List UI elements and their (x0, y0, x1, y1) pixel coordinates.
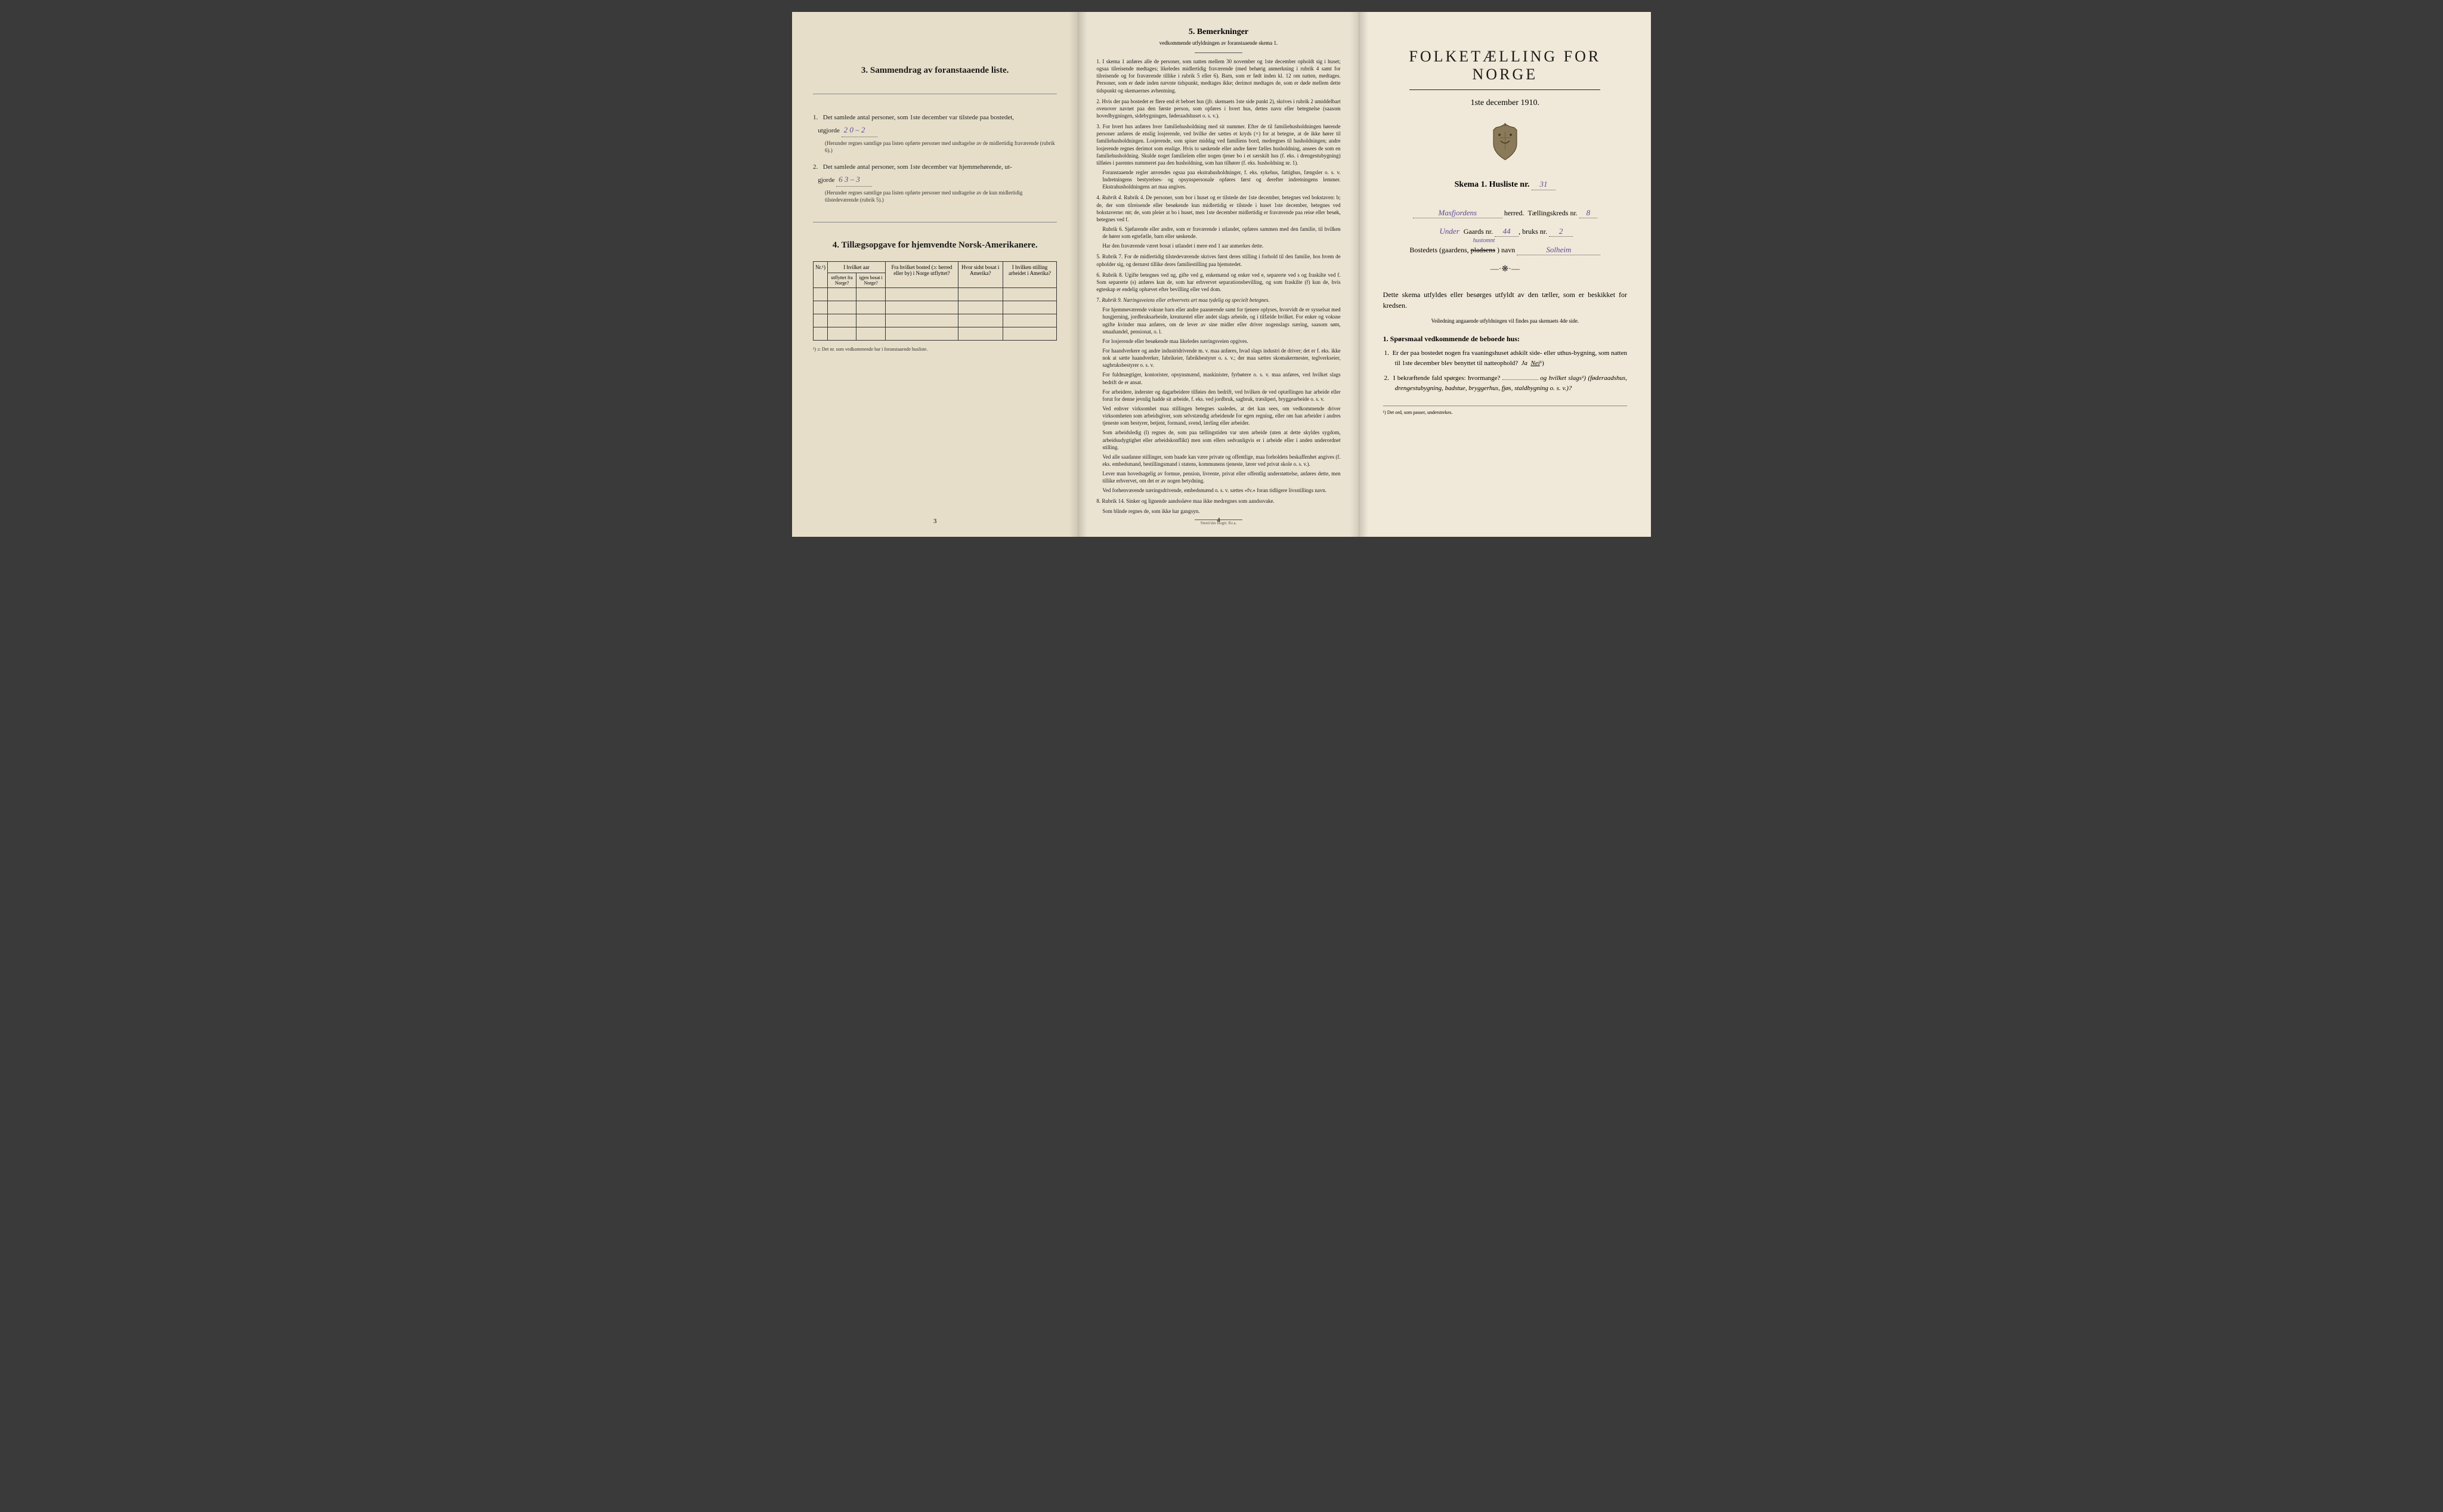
table-row (814, 301, 1057, 314)
skema-line: Skema 1. Husliste nr. 31 (1383, 180, 1627, 190)
rule-1: 1. I skema 1 anføres alle de personer, s… (1096, 58, 1340, 94)
question-2: 2. I bekræftende fald spørges: hvormange… (1383, 373, 1627, 394)
table-row (814, 287, 1057, 301)
kreds-nr: 8 (1584, 208, 1593, 217)
summary-item-2: 2. Det samlede antal personer, som 1ste … (813, 162, 1057, 204)
rule-7: 7. Rubrik 9. Næringsveiens eller erhverv… (1096, 296, 1340, 494)
rule-6: 6. Rubrik 8. Ugifte betegnes ved ug, gif… (1096, 271, 1340, 293)
rule-4: 4. Rubrik 4. Rubrik 4. De personer, som … (1096, 194, 1340, 249)
answer-nei: Nei (1531, 360, 1540, 367)
printer-mark: Steen'ske Bogtr. Kr.a. (1201, 521, 1237, 526)
instruction: Dette skema utfyldes eller besørges utfy… (1383, 289, 1627, 311)
census-document: 3. Sammendrag av foranstaaende liste. 1.… (792, 12, 1651, 537)
panel-page-4: 5. Bemerkninger vedkommende utfyldningen… (1078, 12, 1359, 537)
instruction-small: Veiledning angaaende utfyldningen vil fi… (1383, 318, 1627, 324)
table-subheader: utflyttet fra Norge? (827, 273, 856, 287)
title-rule (1409, 89, 1600, 90)
item-2-note: (Herunder regnes samtlige paa listen opf… (825, 189, 1057, 204)
section-4-heading: 4. Tillægsopgave for hjemvendte Norsk-Am… (813, 240, 1057, 251)
gaards-nr: 44 (1501, 227, 1513, 236)
section-5-subheading: vedkommende utfyldningen av foranstaaend… (1096, 39, 1340, 47)
emigrant-table: Nr.¹) I hvilket aar Fra hvilket bosted (… (813, 261, 1057, 341)
item-1-note: (Herunder regnes samtlige paa listen opf… (825, 140, 1057, 154)
table-header: Hvor sidst bosat i Amerika? (958, 261, 1003, 287)
rule-8: 8. Rubrik 14. Sinker og lignende aandssl… (1096, 497, 1340, 514)
section-5-heading: 5. Bemerkninger (1096, 27, 1340, 38)
national-crest-icon (1489, 123, 1522, 162)
panel-cover: FOLKETÆLLING FOR NORGE 1ste december 191… (1359, 12, 1651, 537)
rule-3: 3. For hvert hus anføres hver familiehus… (1096, 123, 1340, 190)
table-row (814, 314, 1057, 327)
herred-value: Masfjordens (1436, 208, 1480, 217)
table-row (814, 327, 1057, 340)
table-header: Fra hvilket bosted (ɔ: herred eller by) … (886, 261, 958, 287)
table-footnote: ¹) ɔ: Det nr. som vedkommende har i fora… (813, 347, 1057, 352)
bruks-nr: 2 (1557, 227, 1566, 236)
right-footnote: ¹) Det ord, som passer, understrekes. (1383, 406, 1627, 415)
rule-5: 5. Rubrik 7. For de midlertidig tilstede… (1096, 253, 1340, 267)
questions-heading: 1. Spørsmaal vedkommende de beboede hus: (1383, 335, 1627, 344)
table-header: Nr.¹) (814, 261, 828, 287)
page-number: 3 (933, 518, 937, 525)
summary-item-1: 1. Det samlede antal personer, som 1ste … (813, 112, 1057, 154)
table-header: I hvilken stilling arbeidet i Amerika? (1003, 261, 1057, 287)
question-1: 1. Er der paa bostedet nogen fra vaaning… (1383, 348, 1627, 369)
handwritten-value-2: 6 3 – 3 (836, 175, 862, 184)
section-3-heading: 3. Sammendrag av foranstaaende liste. (813, 66, 1057, 76)
herred-line: Masfjordens herred. Tællingskreds nr. 8 (1383, 208, 1627, 218)
document-title: FOLKETÆLLING FOR NORGE (1383, 48, 1627, 84)
gaards-line: Under Gaards nr. 44, bruks nr. 2 (1383, 227, 1627, 237)
table-subheader: igjen bosat i Norge? (856, 273, 886, 287)
rule-2: 2. Hvis der paa bostedet er flere end ét… (1096, 98, 1340, 119)
table-header: I hvilket aar (827, 261, 885, 273)
handwritten-value-1: 2 0 – 2 (842, 125, 868, 134)
bosted-line: Bostedets (gaardens, hustomnt pladsens )… (1383, 245, 1627, 255)
divider (1195, 52, 1242, 53)
husliste-nr: 31 (1538, 180, 1550, 188)
panel-page-3: 3. Sammendrag av foranstaaende liste. 1.… (792, 12, 1078, 537)
ornament-icon: ―·❋·― (1383, 264, 1627, 274)
bosted-name: Solheim (1544, 245, 1573, 254)
census-date: 1ste december 1910. (1383, 98, 1627, 108)
